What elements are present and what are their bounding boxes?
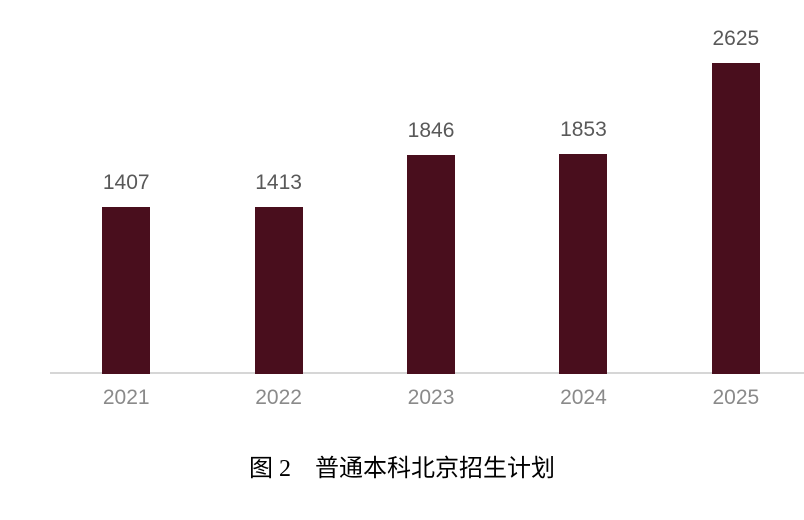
bar	[711, 63, 760, 374]
figure-title: 普通本科北京招生计划	[315, 456, 555, 482]
x-axis-tick-label: 2023	[407, 386, 455, 409]
bar-value-label: 1413	[255, 171, 302, 194]
bar-column: 2625 2025	[660, 0, 804, 409]
bar-value-label: 1407	[102, 171, 150, 194]
bar	[254, 207, 303, 374]
bar-value-label: 1846	[407, 119, 455, 142]
bar-value-label: 1853	[560, 118, 607, 141]
bar-column: 1846 2023	[355, 0, 507, 409]
figure-label: 图 2	[249, 456, 291, 482]
bar-value-label: 2625	[712, 27, 760, 50]
plot-area: 1407 2021 1413 2022 1846 2023 1853 2024 2625 2025	[50, 0, 804, 409]
bar	[407, 155, 456, 374]
x-axis-tick-label: 2025	[712, 386, 760, 409]
bar-column: 1413 2022	[202, 0, 354, 409]
bar-column: 1407 2021	[50, 0, 202, 409]
bar-column: 1853 2024	[507, 0, 659, 409]
x-axis-tick-label: 2024	[560, 386, 607, 409]
bar	[102, 207, 151, 374]
bar	[559, 154, 608, 374]
figure-caption: 图 2 普通本科北京招生计划	[0, 452, 804, 486]
x-axis-tick-label: 2022	[255, 386, 302, 409]
x-axis-tick-label: 2021	[102, 386, 150, 409]
